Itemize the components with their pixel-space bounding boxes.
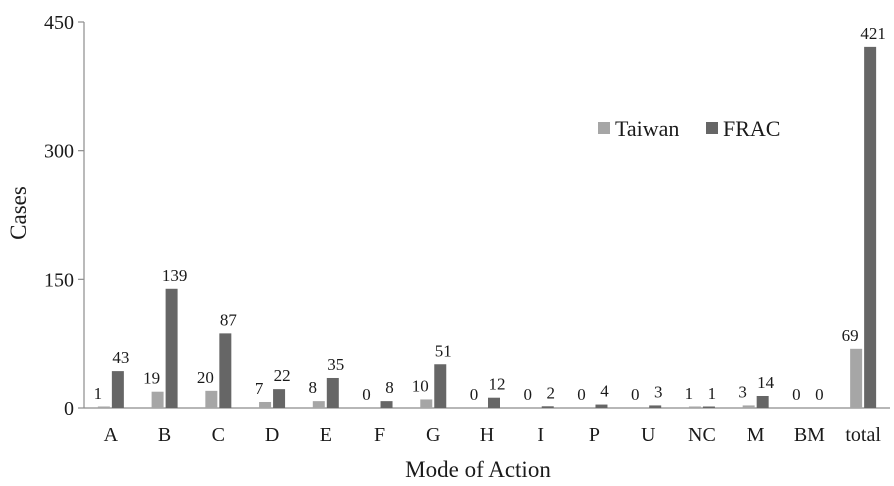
legend-swatch-taiwan — [598, 122, 610, 134]
x-tick-label: A — [104, 424, 119, 446]
data-label-frac: 4 — [600, 382, 609, 401]
data-label-frac: 0 — [815, 385, 824, 404]
data-label-taiwan: 7 — [255, 379, 264, 398]
data-label-frac: 35 — [327, 355, 344, 374]
x-tick-label: G — [426, 424, 440, 446]
y-tick-label: 0 — [64, 398, 74, 420]
bar-taiwan-a — [97, 406, 110, 408]
y-tick-label: 300 — [44, 141, 74, 163]
data-label-frac: 12 — [489, 375, 506, 394]
bar-frac-h — [488, 397, 500, 408]
bar-taiwan-nc — [688, 406, 701, 408]
bar-frac-i — [541, 406, 554, 408]
bar-frac-e — [326, 377, 339, 408]
legend-swatch-frac — [706, 122, 718, 134]
bar-frac-nc — [702, 406, 715, 408]
bar-frac-a — [111, 371, 124, 408]
data-label-frac: 43 — [112, 348, 129, 367]
data-label-taiwan: 10 — [412, 376, 429, 395]
data-label-taiwan: 0 — [362, 385, 371, 404]
data-label-taiwan: 20 — [197, 368, 214, 387]
y-tick-label: 150 — [44, 269, 74, 291]
data-label-frac: 14 — [757, 373, 775, 392]
bars — [97, 46, 877, 409]
y-axis: 0 150 300 450 — [44, 12, 85, 420]
x-tick-label: B — [158, 424, 171, 446]
legend: Taiwan FRAC — [598, 116, 780, 141]
bar-taiwan-g — [420, 399, 433, 408]
data-label-taiwan: 0 — [792, 385, 801, 404]
data-label-taiwan: 69 — [842, 326, 859, 345]
data-label-frac: 3 — [654, 382, 663, 401]
data-label-taiwan: 3 — [738, 382, 747, 401]
bar-taiwan-c — [205, 390, 218, 408]
legend-label-frac: FRAC — [723, 116, 780, 141]
x-tick-label: C — [212, 424, 225, 446]
data-label-taiwan: 0 — [577, 385, 586, 404]
x-axis: A B C D E F G H I P U NC M BM total — [84, 407, 890, 446]
x-tick-label: M — [747, 424, 765, 446]
bar-frac-total — [864, 46, 877, 409]
data-label-frac: 22 — [274, 366, 291, 385]
bar-frac-m — [756, 395, 769, 408]
bar-frac-b — [165, 288, 178, 408]
x-tick-label: total — [845, 424, 881, 446]
bar-taiwan-m — [742, 405, 755, 408]
data-label-taiwan: 1 — [685, 384, 694, 403]
data-label-taiwan: 0 — [470, 385, 479, 404]
data-label-frac: 2 — [546, 383, 555, 402]
bar-frac-u — [649, 405, 662, 408]
x-tick-label: D — [265, 424, 279, 446]
x-tick-label: BM — [794, 424, 825, 446]
data-label-frac: 51 — [435, 341, 452, 360]
y-axis-title: Cases — [6, 186, 31, 240]
x-tick-label: I — [537, 424, 544, 446]
x-tick-label: P — [589, 424, 600, 446]
x-tick-label: E — [320, 424, 332, 446]
bar-taiwan-e — [312, 401, 325, 408]
data-label-frac: 139 — [162, 266, 188, 285]
bar-taiwan-b — [151, 391, 164, 408]
bar-taiwan-d — [259, 401, 272, 408]
x-tick-label: F — [374, 424, 385, 446]
data-label-taiwan: 0 — [523, 385, 532, 404]
bar-frac-p — [595, 404, 608, 408]
data-label-taiwan: 8 — [309, 378, 318, 397]
data-label-taiwan: 0 — [631, 385, 640, 404]
data-label-taiwan: 19 — [143, 369, 160, 388]
bar-frac-d — [273, 389, 286, 408]
y-tick-label: 450 — [44, 12, 74, 34]
data-label-frac: 421 — [860, 24, 886, 43]
bar-frac-g — [434, 364, 447, 408]
data-label-frac: 87 — [220, 310, 238, 329]
x-tick-label: H — [480, 424, 494, 446]
x-tick-label: U — [641, 424, 656, 446]
x-tick-label: NC — [688, 424, 716, 446]
data-label-frac: 8 — [385, 378, 394, 397]
data-label-frac: 1 — [708, 384, 717, 403]
data-label-taiwan: 1 — [94, 384, 103, 403]
legend-label-taiwan: Taiwan — [615, 116, 679, 141]
x-axis-title: Mode of Action — [405, 457, 551, 482]
bar-frac-c — [219, 333, 232, 408]
bar-taiwan-total — [850, 348, 863, 408]
bar-frac-f — [380, 401, 393, 408]
